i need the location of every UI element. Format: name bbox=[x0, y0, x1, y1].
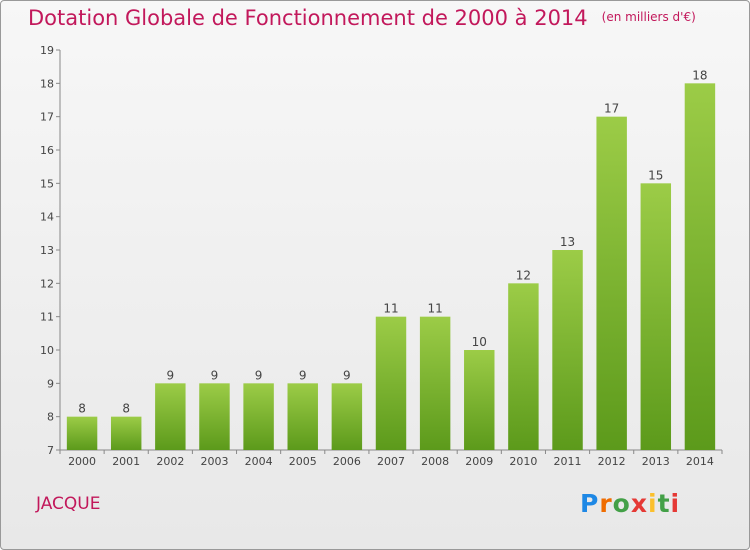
bar-2008 bbox=[419, 316, 451, 450]
bar-2014 bbox=[684, 83, 716, 450]
x-tick-label: 2001 bbox=[112, 455, 140, 468]
y-tick-label: 11 bbox=[40, 311, 54, 324]
data-label-2013: 15 bbox=[648, 168, 663, 182]
chart-data-labels: 8 8 9 9 9 9 9 11 11 10 12 13 17 15 18 bbox=[78, 68, 707, 415]
bar-2009 bbox=[464, 350, 495, 450]
data-label-2000: 8 bbox=[78, 402, 86, 416]
data-label-2014: 18 bbox=[692, 68, 707, 82]
data-label-2003: 9 bbox=[211, 368, 219, 382]
x-tick-label: 2012 bbox=[598, 455, 626, 468]
chart-bars bbox=[66, 83, 716, 451]
bar-2003 bbox=[199, 383, 230, 450]
proxiti-logo: Proxiti bbox=[580, 489, 681, 518]
x-tick-label: 2014 bbox=[686, 455, 714, 468]
data-label-2012: 17 bbox=[604, 102, 619, 116]
x-tick-label: 2009 bbox=[465, 455, 493, 468]
chart-unit: (en milliers d'€) bbox=[601, 10, 696, 24]
y-tick-label: 19 bbox=[40, 44, 54, 57]
data-label-2010: 12 bbox=[516, 268, 531, 282]
bar-2012 bbox=[596, 116, 627, 451]
chart-title-text: Dotation Globale de Fonctionnement de 20… bbox=[28, 6, 588, 30]
y-tick-label: 8 bbox=[47, 411, 54, 424]
data-label-2005: 9 bbox=[299, 368, 307, 382]
x-tick-label: 2002 bbox=[156, 455, 184, 468]
x-tick-label: 2008 bbox=[421, 455, 449, 468]
chart-title: Dotation Globale de Fonctionnement de 20… bbox=[28, 6, 696, 30]
data-label-2011: 13 bbox=[560, 235, 575, 249]
bar-2013 bbox=[640, 183, 672, 451]
data-label-2004: 9 bbox=[255, 368, 263, 382]
y-tick-label: 13 bbox=[40, 244, 54, 257]
data-label-2009: 10 bbox=[472, 335, 487, 349]
x-tick-label: 2013 bbox=[642, 455, 670, 468]
data-label-2002: 9 bbox=[167, 368, 175, 382]
x-tick-label: 2004 bbox=[245, 455, 273, 468]
y-tick-label: 17 bbox=[40, 111, 54, 124]
x-tick-label: 2011 bbox=[554, 455, 582, 468]
bar-2011 bbox=[552, 250, 583, 450]
data-label-2006: 9 bbox=[343, 368, 351, 382]
x-tick-label: 2003 bbox=[200, 455, 228, 468]
x-tick-label: 2010 bbox=[509, 455, 537, 468]
y-tick-label: 9 bbox=[47, 377, 54, 390]
y-tick-label: 14 bbox=[40, 211, 54, 224]
bar-2000 bbox=[66, 416, 98, 450]
data-label-2001: 8 bbox=[122, 402, 130, 416]
y-tick-label: 10 bbox=[40, 344, 54, 357]
data-label-2007: 11 bbox=[383, 302, 398, 316]
bar-2007 bbox=[375, 316, 407, 450]
y-tick-label: 16 bbox=[40, 144, 54, 157]
bar-2010 bbox=[508, 283, 539, 450]
x-tick-label: 2000 bbox=[68, 455, 96, 468]
y-tick-label: 7 bbox=[47, 444, 54, 457]
bar-2002 bbox=[155, 383, 186, 450]
x-tick-label: 2006 bbox=[333, 455, 361, 468]
y-tick-label: 15 bbox=[40, 177, 54, 190]
x-tick-label: 2005 bbox=[289, 455, 317, 468]
bar-2006 bbox=[331, 383, 363, 450]
commune-name: JACQUE bbox=[36, 494, 101, 514]
bar-2005 bbox=[287, 383, 318, 450]
data-label-2008: 11 bbox=[427, 302, 442, 316]
y-tick-label: 18 bbox=[40, 77, 54, 90]
bar-2004 bbox=[243, 383, 274, 450]
y-tick-label: 12 bbox=[40, 277, 54, 290]
x-tick-label: 2007 bbox=[377, 455, 405, 468]
bar-2001 bbox=[110, 416, 142, 450]
